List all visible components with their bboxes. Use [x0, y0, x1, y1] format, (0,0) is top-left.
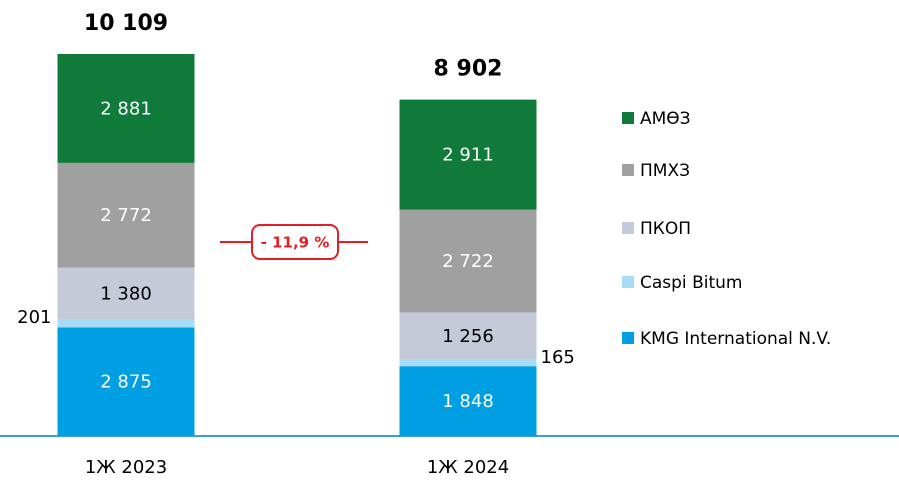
bar-segment [399, 359, 537, 367]
value-label: 201 [17, 307, 51, 328]
legend-swatch [622, 164, 634, 176]
legend-swatch [622, 332, 634, 344]
bar-segment [57, 162, 195, 268]
value-label: 2 722 [442, 251, 494, 272]
legend-label: АМӨЗ [640, 109, 691, 129]
bar-segment [399, 312, 537, 360]
annotation: - 11,9 % [261, 234, 330, 252]
x-tick-label: 1Ж 2024 [427, 457, 509, 478]
annotation-box [251, 224, 339, 260]
legend-swatch [622, 222, 634, 234]
value-label: 2 772 [100, 205, 152, 226]
value-label: 2 911 [442, 145, 494, 166]
value-label: 165 [541, 347, 575, 368]
value-label: 2 875 [100, 372, 152, 393]
bar-segment [57, 319, 195, 328]
legend-label: KMG International N.V. [640, 329, 831, 349]
legend-swatch [622, 276, 634, 288]
total-label: 8 902 [434, 57, 503, 82]
bar-segment [399, 366, 537, 436]
value-label: 1 256 [442, 326, 494, 347]
bar-segment [399, 209, 537, 313]
legend-swatch [622, 112, 634, 124]
value-label: 1 848 [442, 391, 494, 412]
total-label: 10 109 [84, 11, 168, 36]
legend-label: Caspi Bitum [640, 273, 742, 293]
bar-segment [399, 99, 537, 210]
bar-segment [57, 327, 195, 436]
legend-label: ПКОП [640, 219, 691, 239]
bar-segment [57, 267, 195, 320]
x-tick-label: 1Ж 2023 [85, 457, 167, 478]
legend-label: ПМХЗ [640, 161, 690, 181]
value-label: 1 380 [100, 284, 152, 305]
value-label: 2 881 [100, 98, 152, 119]
bar-segment [57, 54, 195, 163]
